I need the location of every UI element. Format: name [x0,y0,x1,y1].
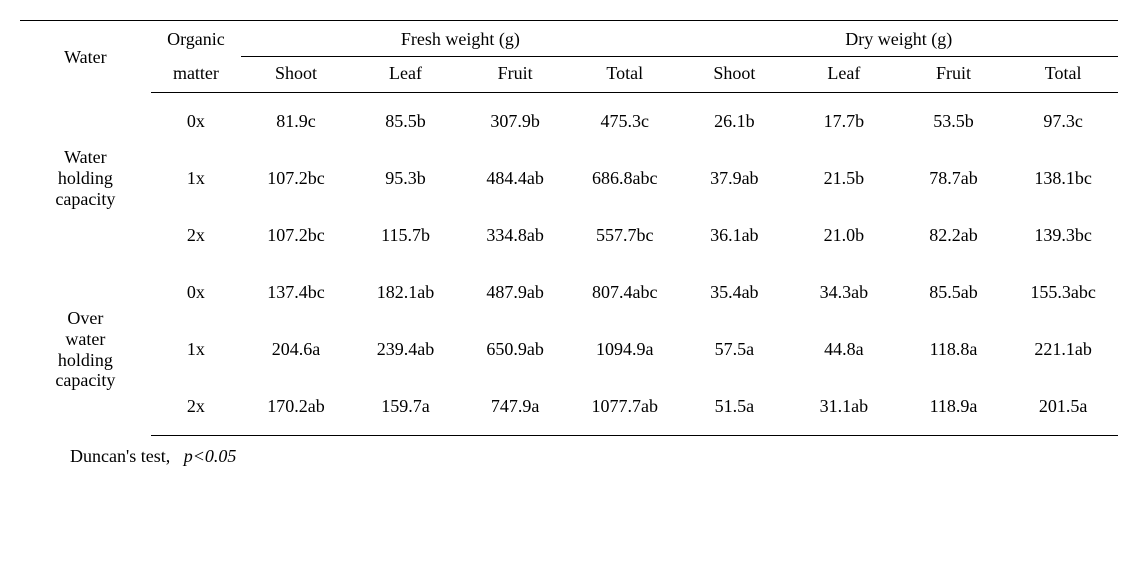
cell-value: 307.9b [460,93,570,151]
cell-value: 82.2ab [899,207,1009,264]
footnote-text: Duncan's test, [70,446,170,466]
cell-value: 37.9ab [680,150,790,207]
cell-value: 334.8ab [460,207,570,264]
cell-value: 159.7a [351,378,461,436]
table-footnote: Duncan's test, p<0.05 [20,436,1118,467]
cell-value: 26.1b [680,93,790,151]
cell-value: 170.2ab [241,378,351,436]
cell-organic-matter: 2x [151,207,241,264]
table-row: 2x107.2bc115.7b334.8ab557.7bc36.1ab21.0b… [20,207,1118,264]
cell-value: 1077.7ab [570,378,680,436]
cell-value: 81.9c [241,93,351,151]
col-header-fresh-group: Fresh weight (g) [241,21,679,57]
col-header-dry-leaf: Leaf [789,57,899,93]
cell-value: 487.9ab [460,264,570,321]
cell-organic-matter: 0x [151,93,241,151]
cell-value: 204.6a [241,321,351,378]
cell-value: 747.9a [460,378,570,436]
cell-value: 17.7b [789,93,899,151]
cell-value: 807.4abc [570,264,680,321]
cell-value: 201.5a [1008,378,1118,436]
table-row: Waterholdingcapacity0x81.9c85.5b307.9b47… [20,93,1118,151]
cell-value: 35.4ab [680,264,790,321]
cell-organic-matter: 0x [151,264,241,321]
cell-value: 78.7ab [899,150,1009,207]
cell-organic-matter: 2x [151,378,241,436]
col-header-dry-shoot: Shoot [680,57,790,93]
col-header-fresh-fruit: Fruit [460,57,570,93]
cell-value: 1094.9a [570,321,680,378]
cell-value: 97.3c [1008,93,1118,151]
data-table: Water Organic Fresh weight (g) Dry weigh… [20,20,1118,436]
cell-organic-matter: 1x [151,321,241,378]
cell-value: 44.8a [789,321,899,378]
cell-value: 650.9ab [460,321,570,378]
cell-organic-matter: 1x [151,150,241,207]
table-row: 2x170.2ab159.7a747.9a1077.7ab51.5a31.1ab… [20,378,1118,436]
cell-value: 31.1ab [789,378,899,436]
cell-value: 36.1ab [680,207,790,264]
col-header-dry-fruit: Fruit [899,57,1009,93]
col-header-water: Water [20,21,151,93]
cell-value: 139.3bc [1008,207,1118,264]
cell-value: 21.0b [789,207,899,264]
col-header-fresh-shoot: Shoot [241,57,351,93]
col-header-fresh-total: Total [570,57,680,93]
water-group-label: Overwaterholdingcapacity [20,264,151,436]
cell-value: 239.4ab [351,321,461,378]
cell-value: 57.5a [680,321,790,378]
col-header-fresh-leaf: Leaf [351,57,461,93]
cell-value: 137.4bc [241,264,351,321]
cell-value: 107.2bc [241,150,351,207]
table-header: Water Organic Fresh weight (g) Dry weigh… [20,21,1118,93]
table-body: Waterholdingcapacity0x81.9c85.5b307.9b47… [20,93,1118,436]
cell-value: 34.3ab [789,264,899,321]
col-header-dry-total: Total [1008,57,1118,93]
col-header-organic-top: Organic [151,21,241,57]
cell-value: 95.3b [351,150,461,207]
table-row: 1x204.6a239.4ab650.9ab1094.9a57.5a44.8a1… [20,321,1118,378]
cell-value: 138.1bc [1008,150,1118,207]
cell-value: 51.5a [680,378,790,436]
cell-value: 118.9a [899,378,1009,436]
cell-value: 155.3abc [1008,264,1118,321]
cell-value: 221.1ab [1008,321,1118,378]
cell-value: 475.3c [570,93,680,151]
table-row: Overwaterholdingcapacity0x137.4bc182.1ab… [20,264,1118,321]
cell-value: 115.7b [351,207,461,264]
cell-value: 53.5b [899,93,1009,151]
cell-value: 118.8a [899,321,1009,378]
table-row: 1x107.2bc95.3b484.4ab686.8abc37.9ab21.5b… [20,150,1118,207]
footnote-pvalue: p<0.05 [184,446,237,466]
cell-value: 107.2bc [241,207,351,264]
cell-value: 484.4ab [460,150,570,207]
col-header-organic-bottom: matter [151,57,241,93]
cell-value: 85.5b [351,93,461,151]
cell-value: 182.1ab [351,264,461,321]
cell-value: 85.5ab [899,264,1009,321]
cell-value: 21.5b [789,150,899,207]
cell-value: 557.7bc [570,207,680,264]
water-group-label: Waterholdingcapacity [20,93,151,265]
col-header-dry-group: Dry weight (g) [680,21,1118,57]
cell-value: 686.8abc [570,150,680,207]
